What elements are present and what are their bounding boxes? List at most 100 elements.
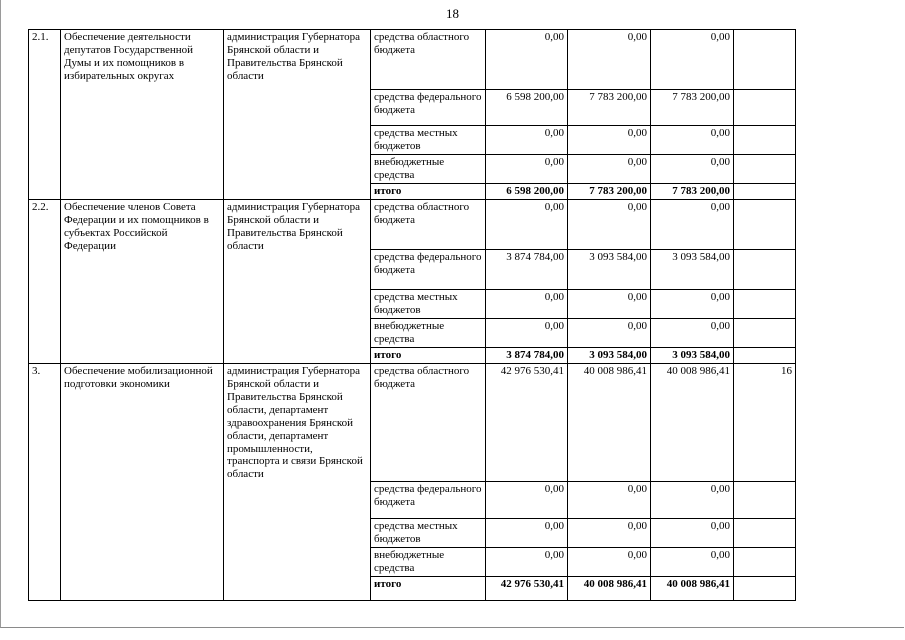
funding-source: внебюджетные средства [370,317,486,348]
amount-year2: 0,00 [567,317,651,348]
amount-year2: 0,00 [567,288,651,319]
amount-year3: 7 783 200,00 [650,182,734,200]
amount-year3: 0,00 [650,480,734,519]
amount-year1: 0,00 [485,198,568,250]
amount-year2: 0,00 [567,29,651,90]
funding-source: средства областного бюджета [370,29,486,90]
funding-row: 2.2. Обеспечение членов Совета Федерации … [28,198,796,364]
funding-source: средства местных бюджетов [370,288,486,319]
group-number: 2.2. [28,198,61,364]
amount-year2: 7 783 200,00 [567,89,651,126]
amount-year3: 0,00 [650,288,734,319]
funding-row: средства федерального бюджета 3 874 784,0… [29,248,796,290]
amount-year2: 3 093 584,00 [567,346,651,364]
note-cell [733,346,796,364]
funding-source: средства местных бюджетов [370,517,486,548]
amount-year2: 0,00 [567,517,651,548]
note-cell [733,317,796,348]
amount-year3: 40 008 986,41 [650,575,734,601]
amount-year2: 40 008 986,41 [567,575,651,601]
amount-year2: 0,00 [567,153,651,184]
note-cell [733,89,796,126]
funding-row: средства федерального бюджета 0,00 0,00 0,0… [29,480,796,519]
amount-year1: 0,00 [485,288,568,319]
note-cell [733,288,796,319]
funding-source: средства федерального бюджета [370,248,486,290]
amount-year1: 3 874 784,00 [485,248,568,290]
funding-source: средства местных бюджетов [370,125,486,155]
funding-source: итого [370,575,486,601]
amount-year3: 0,00 [650,125,734,155]
group-executor: администрация Губернатора Брянской облас… [223,29,371,200]
note-cell [733,575,796,601]
note-cell [733,480,796,519]
note-cell [733,125,796,155]
funding-source: итого [370,346,486,364]
amount-year2: 0,00 [567,125,651,155]
group-number: 3. [28,362,61,601]
amount-year1: 0,00 [485,29,568,90]
amount-year1: 42 976 530,41 [485,362,568,482]
amount-year2: 0,00 [567,198,651,250]
page-number: 18 [446,6,459,21]
funding-source: средства федерального бюджета [370,89,486,126]
budget-table-body: 2.1. Обеспечение деятельности депутатов Г… [28,29,796,601]
funding-row: внебюджетные средства 0,00 0,00 0,00 [29,546,796,577]
amount-year2: 3 093 584,00 [567,248,651,290]
note-cell [733,517,796,548]
amount-year1: 0,00 [485,546,568,577]
amount-year1: 42 976 530,41 [485,575,568,601]
amount-year1: 6 598 200,00 [485,182,568,200]
note-cell [733,546,796,577]
total-row: итого 6 598 200,00 7 783 200,00 7 783 200,0… [29,182,796,200]
amount-year1: 0,00 [485,317,568,348]
funding-row: 3. Обеспечение мобилизационной подготовки… [28,362,796,601]
amount-year2: 0,00 [567,480,651,519]
funding-row: средства местных бюджетов 0,00 0,00 0,00 [29,288,796,319]
group-description: Обеспечение членов Совета Федерации и их… [60,198,224,364]
amount-year3: 40 008 986,41 [650,362,734,482]
group-executor: администрация Губернатора Брянской облас… [223,198,371,364]
amount-year2: 7 783 200,00 [567,182,651,200]
group-description: Обеспечение деятельности депутатов Госуд… [60,29,224,200]
amount-year3: 0,00 [650,517,734,548]
amount-year3: 0,00 [650,546,734,577]
amount-year1: 3 874 784,00 [485,346,568,364]
amount-year1: 0,00 [485,125,568,155]
amount-year1: 6 598 200,00 [485,89,568,126]
note-cell [733,153,796,184]
funding-source: средства областного бюджета [370,198,486,250]
amount-year1: 0,00 [485,517,568,548]
funding-source: итого [370,182,486,200]
amount-year1: 0,00 [485,480,568,519]
amount-year3: 0,00 [650,29,734,90]
note-cell [733,248,796,290]
note-cell [733,198,796,250]
group-description: Обеспечение мобилизационной подготовки э… [60,362,224,601]
funding-row: средства федерального бюджета 6 598 200,0… [29,89,796,126]
funding-source: внебюджетные средства [370,546,486,577]
amount-year2: 0,00 [567,546,651,577]
amount-year3: 0,00 [650,198,734,250]
amount-year2: 40 008 986,41 [567,362,651,482]
amount-year3: 0,00 [650,153,734,184]
funding-source: средства областного бюджета [370,362,486,482]
note-cell [733,29,796,90]
total-row: итого 3 874 784,00 3 093 584,00 3 093 584,0… [29,346,796,364]
amount-year3: 0,00 [650,317,734,348]
funding-row: внебюджетные средства 0,00 0,00 0,00 [29,317,796,348]
amount-year3: 3 093 584,00 [650,248,734,290]
group-number: 2.1. [28,29,61,200]
amount-year3: 7 783 200,00 [650,89,734,126]
funding-source: средства федерального бюджета [370,480,486,519]
funding-source: внебюджетные средства [370,153,486,184]
group-executor: администрация Губернатора Брянской облас… [223,362,371,601]
note-cell [733,182,796,200]
note-cell: 16 [733,362,796,482]
total-row: итого 42 976 530,41 40 008 986,41 40 008 98… [29,575,796,601]
budget-table: 2.1. Обеспечение деятельности депутатов Г… [28,29,796,601]
amount-year1: 0,00 [485,153,568,184]
funding-row: 2.1. Обеспечение деятельности депутатов Г… [28,29,796,200]
amount-year3: 3 093 584,00 [650,346,734,364]
